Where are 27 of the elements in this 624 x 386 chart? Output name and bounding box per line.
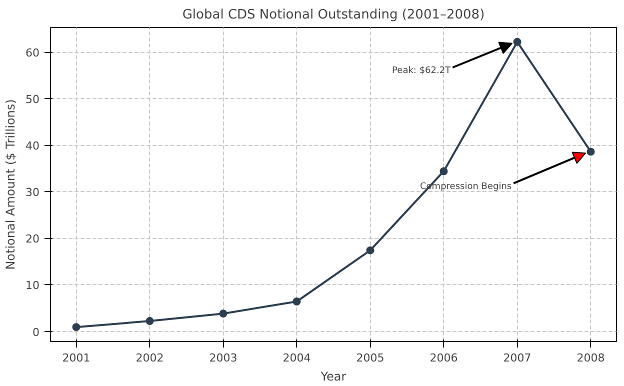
x-tick-label: 2008 [576,352,605,364]
x-tick-label: 2001 [62,352,90,364]
chart-title: Global CDS Notional Outstanding (2001–2008) [182,8,485,22]
x-axis-title: Year [320,370,346,384]
point [72,323,80,332]
y-tick-label: 10 [26,279,40,292]
annotation: Peak: $62.2T [392,66,452,76]
point [219,310,228,318]
point [440,167,448,176]
x-tick-label: 2002 [136,352,164,364]
point [292,298,301,306]
point [366,246,374,254]
point [513,38,522,46]
y-tick-label: 20 [26,232,40,246]
y-tick-label: 60 [26,46,40,60]
x-tick-label: 2003 [209,352,238,364]
point [586,148,595,156]
y-tick-label: 30 [26,186,40,200]
y-axis-title: Notional Amount ($ Trillions) [4,99,18,270]
x-tick-label: 2007 [503,352,532,364]
y-tick-label: 0 [32,326,40,339]
x-tick-label: 2006 [430,352,458,364]
x-tick-label: 2005 [356,352,384,364]
x-tick-label: 2004 [282,352,311,364]
point [146,317,154,326]
y-tick-label: 50 [26,93,40,106]
y-tick-label: 40 [26,140,40,153]
